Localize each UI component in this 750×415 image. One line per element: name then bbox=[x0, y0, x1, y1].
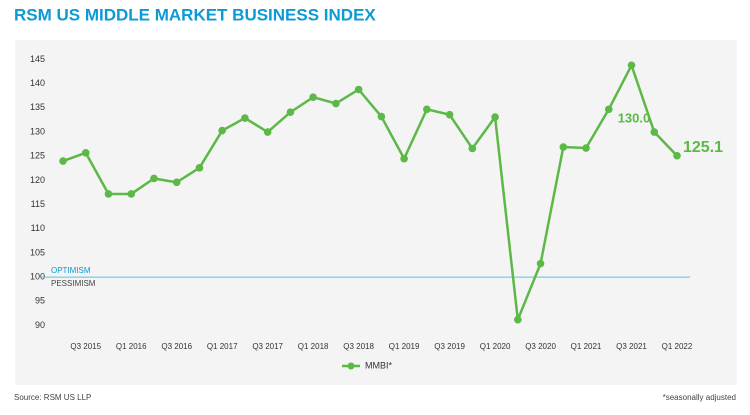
x-tick-label: Q1 2021 bbox=[571, 342, 602, 351]
y-tick-label: 125 bbox=[30, 151, 45, 161]
data-point bbox=[400, 154, 408, 163]
data-point bbox=[468, 144, 477, 153]
data-point bbox=[354, 85, 363, 94]
y-tick-label: 110 bbox=[31, 223, 45, 233]
data-point bbox=[309, 93, 317, 102]
y-tick-label: 90 bbox=[35, 320, 45, 330]
data-point bbox=[650, 128, 659, 136]
y-tick-label: 130 bbox=[30, 126, 45, 136]
legend-marker bbox=[347, 362, 355, 370]
data-point bbox=[514, 315, 522, 324]
chart-title: RSM US MIDDLE MARKET BUSINESS INDEX bbox=[14, 5, 376, 24]
x-tick-label: Q3 2021 bbox=[616, 342, 647, 351]
x-tick-label: Q3 2015 bbox=[70, 342, 101, 351]
y-tick-label: 95 bbox=[35, 296, 45, 306]
x-tick-label: Q1 2022 bbox=[662, 342, 693, 351]
data-point bbox=[491, 113, 499, 121]
reference-label: PESSIMISM bbox=[51, 279, 96, 288]
data-point bbox=[150, 174, 158, 183]
data-point bbox=[195, 164, 204, 172]
source: Source: RSM US LLP bbox=[14, 393, 91, 402]
plot-background bbox=[15, 40, 737, 385]
legend-label: MMBI* bbox=[365, 360, 392, 370]
data-point bbox=[263, 128, 272, 136]
y-tick-label: 120 bbox=[30, 175, 45, 185]
data-point bbox=[172, 178, 181, 187]
y-tick-label: 105 bbox=[30, 247, 45, 257]
x-tick-label: Q3 2016 bbox=[161, 342, 192, 351]
x-tick-label: Q1 2017 bbox=[207, 342, 238, 351]
data-point bbox=[673, 151, 681, 160]
data-point bbox=[582, 144, 590, 152]
data-point bbox=[104, 190, 113, 198]
x-tick-label: Q1 2016 bbox=[116, 342, 147, 351]
x-tick-label: Q3 2019 bbox=[434, 342, 465, 351]
y-tick-label: 145 bbox=[30, 54, 45, 64]
data-point bbox=[127, 190, 136, 198]
series-line bbox=[62, 62, 678, 321]
x-tick-label: Q1 2020 bbox=[480, 342, 511, 351]
x-tick-label: Q1 2018 bbox=[298, 342, 329, 351]
x-tick-label: Q1 2019 bbox=[389, 342, 420, 351]
data-point bbox=[423, 105, 431, 114]
y-tick-label: 140 bbox=[30, 78, 45, 88]
x-tick-label: Q3 2020 bbox=[525, 342, 556, 351]
data-point bbox=[559, 143, 568, 151]
y-tick-label: 135 bbox=[30, 102, 45, 112]
y-tick-label: 115 bbox=[31, 199, 45, 209]
data-point bbox=[286, 108, 295, 117]
note: *seasonally adjusted bbox=[663, 393, 736, 402]
data-point bbox=[332, 99, 340, 108]
data-point bbox=[536, 259, 545, 268]
x-tick-label: Q3 2017 bbox=[252, 342, 283, 351]
data-point bbox=[241, 114, 249, 122]
data-point bbox=[604, 105, 613, 114]
reference-label: OPTIMISM bbox=[51, 266, 91, 275]
data-point bbox=[218, 126, 226, 135]
y-tick-label: 100 bbox=[30, 272, 45, 282]
data-point bbox=[59, 157, 67, 165]
data-label: 125.1 bbox=[683, 139, 723, 156]
data-point bbox=[627, 61, 636, 70]
data-point bbox=[377, 112, 386, 121]
x-tick-label: Q3 2018 bbox=[343, 342, 374, 351]
data-label: 130.0 bbox=[618, 110, 651, 125]
data-point bbox=[81, 149, 90, 157]
data-point bbox=[445, 110, 454, 119]
